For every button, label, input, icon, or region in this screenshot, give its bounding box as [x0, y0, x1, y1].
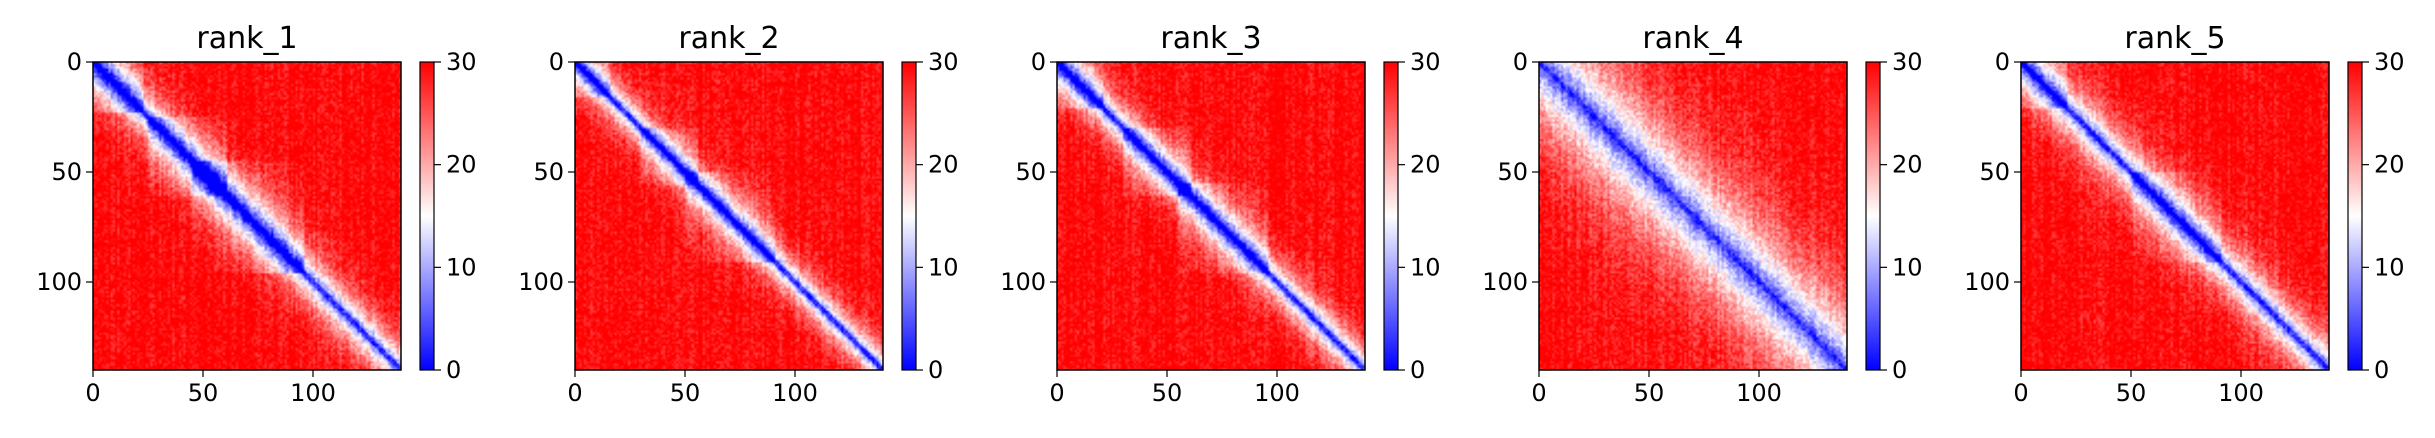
x-tick-label: 50: [1634, 379, 1665, 407]
colorbar-tick-label: 20: [1892, 151, 1923, 179]
colorbar-tick-label: 30: [1892, 48, 1923, 76]
x-tick-label: 100: [1736, 379, 1782, 407]
x-tick-label: 50: [2116, 379, 2147, 407]
colorbar-tick-label: 30: [2374, 48, 2405, 76]
y-tick-label: 0: [1031, 48, 1046, 76]
heatmap-image: [1057, 62, 1365, 370]
panel-title: rank_5: [2124, 21, 2225, 56]
x-tick-label: 0: [1531, 379, 1546, 407]
colorbar-tick-label: 0: [1892, 356, 1907, 384]
colorbar-tick-label: 30: [1410, 48, 1441, 76]
plot-frame: [92, 61, 402, 371]
y-tick-label: 100: [1482, 268, 1528, 296]
y-tick-label: 100: [518, 268, 564, 296]
colorbar-tick-label: 20: [928, 151, 959, 179]
colorbar-tick-label: 10: [1892, 253, 1923, 281]
plot-frame: [1538, 61, 1848, 371]
heatmap-panel-4: rank_4 0 50 100 0 50 100 0 10 20 30: [1482, 21, 1922, 407]
colorbar-frame: [1383, 61, 1399, 371]
colorbar-frame: [1865, 61, 1881, 371]
colorbar: [902, 62, 916, 370]
y-tick-label: 100: [1964, 268, 2010, 296]
heatmap-panel-5: rank_5 0 50 100 0 50 100 0 10 20 30: [1964, 21, 2404, 407]
x-tick-label: 0: [85, 379, 100, 407]
y-tick-label: 50: [1979, 158, 2010, 186]
panel-title: rank_3: [1160, 21, 1261, 56]
plot-frame: [2020, 61, 2330, 371]
y-tick-label: 0: [1513, 48, 1528, 76]
y-tick-label: 50: [1497, 158, 1528, 186]
y-tick-label: 0: [549, 48, 564, 76]
x-tick-label: 100: [1254, 379, 1300, 407]
colorbar: [1866, 62, 1880, 370]
colorbar-tick-label: 0: [446, 356, 461, 384]
heatmap-panel-2: rank_2 0 50 100 0 50 100 0 10 20 30: [518, 21, 958, 407]
y-tick-label: 100: [36, 268, 82, 296]
panel-title: rank_2: [678, 21, 779, 56]
colorbar-tick-label: 0: [1410, 356, 1425, 384]
colorbar-tick-label: 10: [1410, 253, 1441, 281]
heatmap-panel-3: rank_3 0 50 100 0 50 100 0 10 20 30: [1000, 21, 1440, 407]
heatmap-image: [575, 62, 883, 370]
x-tick-label: 50: [1152, 379, 1183, 407]
x-tick-label: 50: [670, 379, 701, 407]
colorbar: [420, 62, 434, 370]
x-tick-label: 100: [290, 379, 336, 407]
y-tick-label: 50: [51, 158, 82, 186]
colorbar-tick-label: 10: [446, 253, 477, 281]
heatmap-image: [2021, 62, 2329, 370]
colorbar: [2348, 62, 2362, 370]
colorbar-tick-label: 0: [928, 356, 943, 384]
heatmap-panel-1: rank_1 0 50 100 0 50 100 0 10 20 30: [36, 21, 476, 407]
colorbar: [1384, 62, 1398, 370]
x-tick-label: 100: [772, 379, 818, 407]
colorbar-tick-label: 10: [2374, 253, 2405, 281]
y-tick-label: 0: [1995, 48, 2010, 76]
colorbar-tick-label: 0: [2374, 356, 2389, 384]
x-tick-label: 0: [567, 379, 582, 407]
x-tick-label: 50: [188, 379, 219, 407]
x-tick-label: 100: [2218, 379, 2264, 407]
plot-frame: [1056, 61, 1366, 371]
colorbar-tick-label: 20: [1410, 151, 1441, 179]
colorbar-tick-label: 30: [446, 48, 477, 76]
panel-title: rank_1: [196, 21, 297, 56]
colorbar-frame: [901, 61, 917, 371]
colorbar-tick-label: 20: [446, 151, 477, 179]
colorbar-tick-label: 20: [2374, 151, 2405, 179]
y-tick-label: 50: [533, 158, 564, 186]
heatmap-image: [1539, 62, 1847, 370]
colorbar-frame: [2347, 61, 2363, 371]
y-tick-label: 0: [67, 48, 82, 76]
x-tick-label: 0: [1049, 379, 1064, 407]
colorbar-tick-label: 10: [928, 253, 959, 281]
colorbar-frame: [419, 61, 435, 371]
y-tick-label: 50: [1015, 158, 1046, 186]
panel-title: rank_4: [1642, 21, 1743, 56]
x-tick-label: 0: [2013, 379, 2028, 407]
plot-frame: [574, 61, 884, 371]
colorbar-tick-label: 30: [928, 48, 959, 76]
heatmap-image: [93, 62, 401, 370]
y-tick-label: 100: [1000, 268, 1046, 296]
